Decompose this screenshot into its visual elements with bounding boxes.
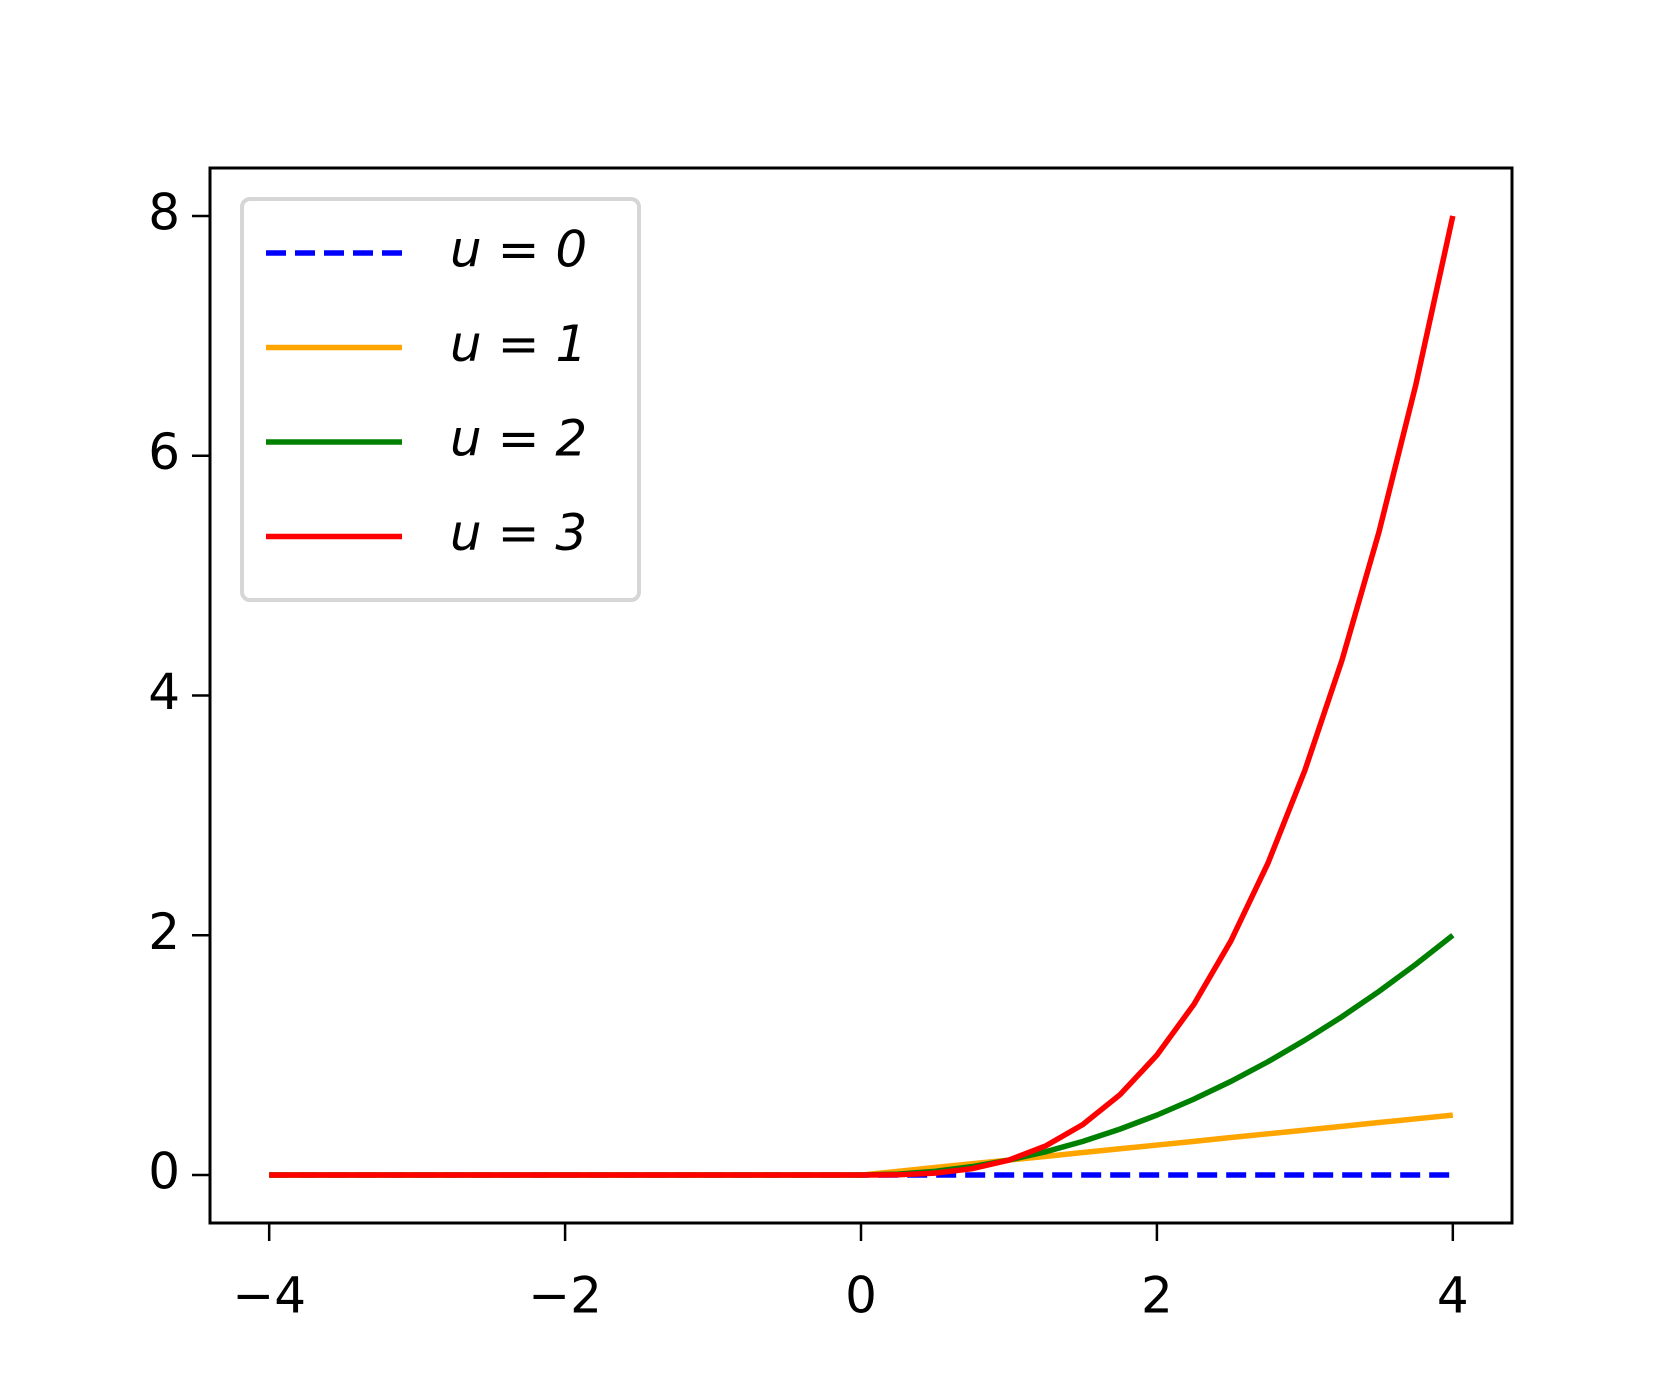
- y-tick-label: 8: [148, 183, 180, 241]
- x-tick-label: −4: [232, 1267, 306, 1325]
- legend-label: u = 1: [450, 315, 587, 373]
- x-tick-label: 0: [845, 1267, 877, 1325]
- y-tick-label: 2: [148, 903, 180, 961]
- legend-label: u = 0: [450, 221, 587, 279]
- y-tick-label: 0: [148, 1143, 180, 1201]
- legend-box: [240, 197, 641, 602]
- legend-label: u = 2: [450, 410, 587, 468]
- x-tick-label: 4: [1437, 1267, 1469, 1325]
- y-tick-label: 6: [148, 423, 180, 481]
- plot-frame: [208, 166, 1514, 1225]
- y-tick-label: 4: [148, 663, 180, 721]
- legend-label: u = 3: [450, 504, 587, 562]
- series-line: [269, 215, 1456, 1178]
- x-tick-label: 2: [1141, 1267, 1173, 1325]
- x-tick-label: −2: [528, 1267, 602, 1325]
- series-line: [269, 1112, 1454, 1178]
- series-line: [269, 933, 1455, 1178]
